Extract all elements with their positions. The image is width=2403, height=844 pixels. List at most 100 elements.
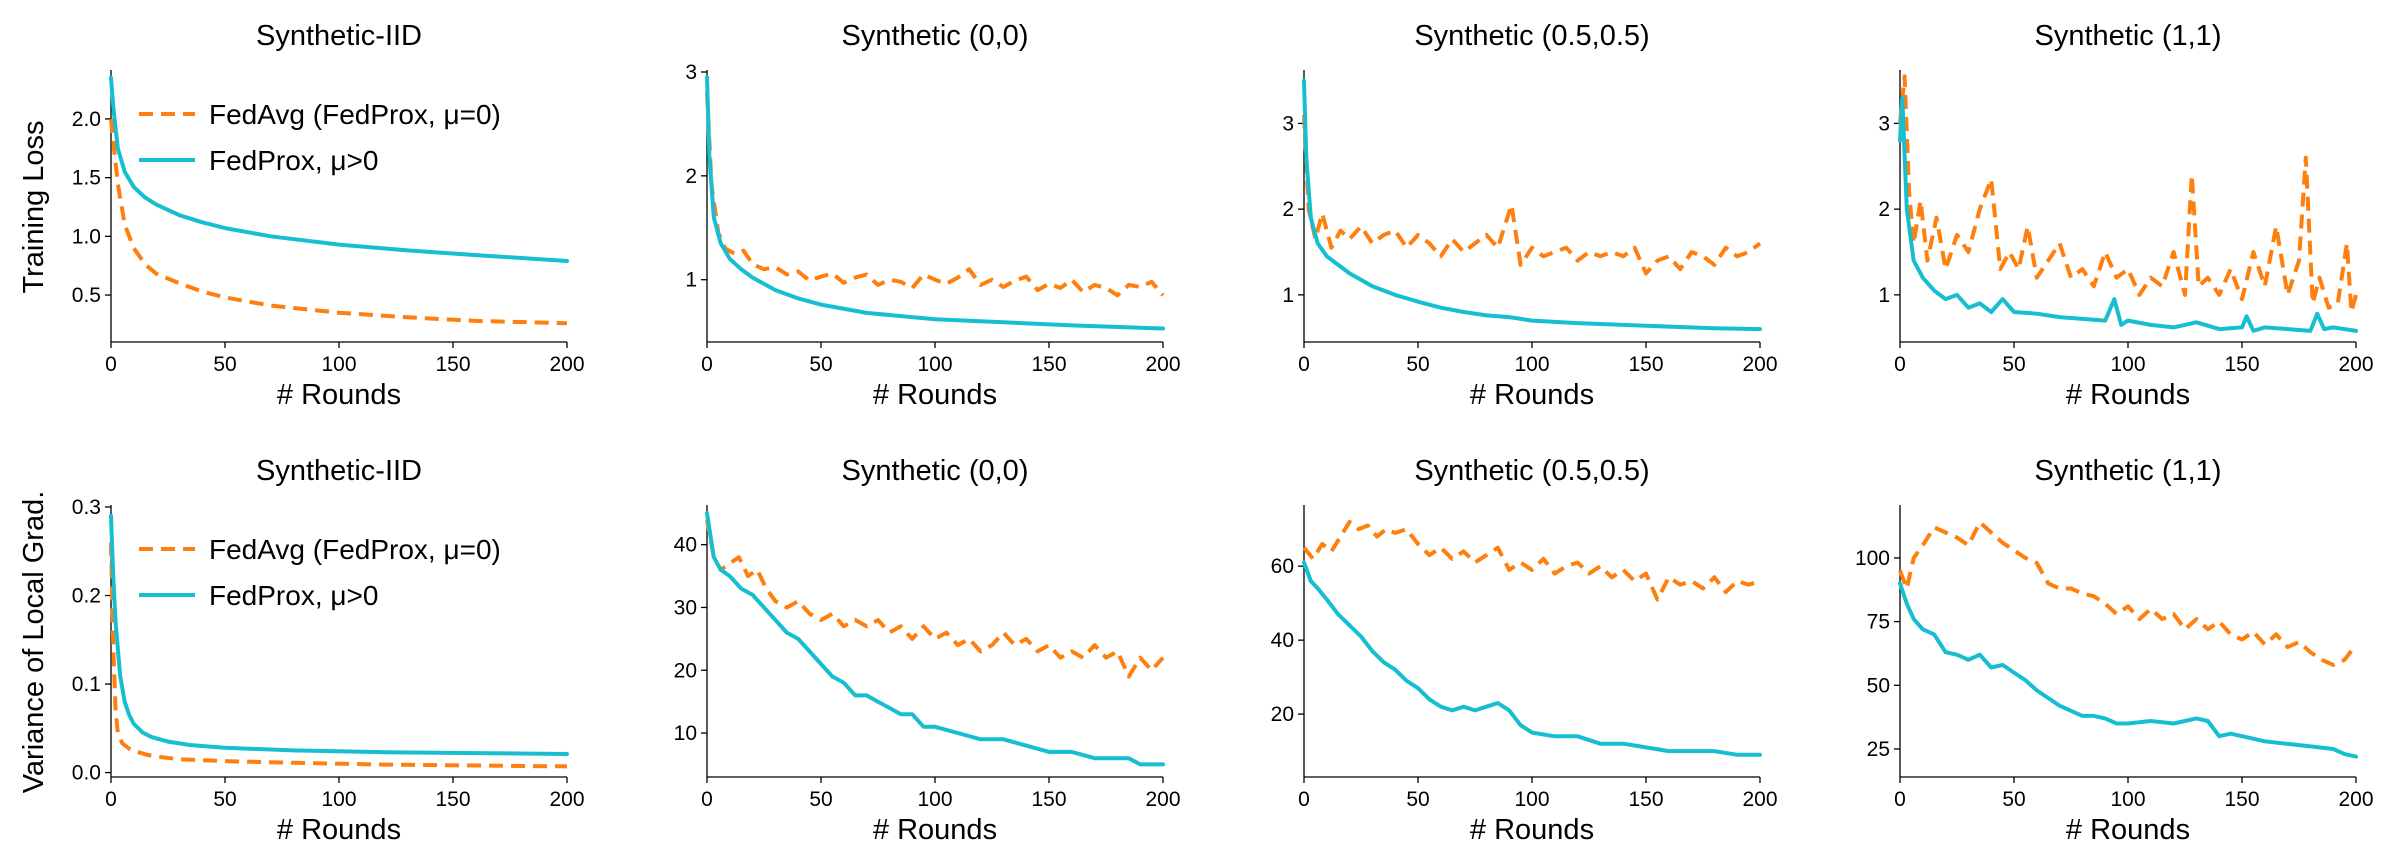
x-tick-label: 0 xyxy=(701,788,713,811)
x-axis-label: # Rounds xyxy=(1470,814,1594,844)
y-tick-label: 3 xyxy=(685,61,697,84)
chart-panel-0-3: Synthetic (1,1) 0 50 100 150 200 1 2 3 # Rounds xyxy=(1878,20,2373,411)
x-axis-label: # Rounds xyxy=(1470,379,1594,411)
x-tick-label: 100 xyxy=(2110,788,2145,811)
chart-title: Synthetic (1,1) xyxy=(2035,20,2222,52)
x-tick-label: 200 xyxy=(1145,788,1180,811)
y-tick-label: 2.0 xyxy=(72,108,101,131)
fedprox-line xyxy=(1898,581,2358,759)
x-axis-label: # Rounds xyxy=(277,379,401,411)
x-tick-label: 200 xyxy=(549,788,584,811)
chart-title: Synthetic (0,0) xyxy=(842,455,1029,487)
y-tick-label: 1 xyxy=(1878,284,1890,307)
x-tick-label: 100 xyxy=(2110,353,2145,376)
fedprox-line xyxy=(1898,95,2358,333)
fedavg-line xyxy=(705,92,1165,298)
x-axis-label: # Rounds xyxy=(277,814,401,844)
x-tick-label: 200 xyxy=(1742,788,1777,811)
legend-entry: FedProx, μ>0 xyxy=(209,145,378,176)
y-axis-label: Training Loss xyxy=(18,120,50,293)
y-tick-label: 25 xyxy=(1867,738,1890,761)
y-tick-label: 3 xyxy=(1282,112,1294,135)
y-axis-label: Variance of Local Grad. xyxy=(18,491,50,794)
x-tick-label: 50 xyxy=(1406,788,1429,811)
x-tick-label: 150 xyxy=(435,788,470,811)
x-tick-label: 50 xyxy=(2002,788,2025,811)
chart-title: Synthetic (0.5,0.5) xyxy=(1414,20,1649,52)
fedprox-line xyxy=(1302,78,1762,332)
chart-panel-1-3: Synthetic (1,1) 0 50 100 150 200 25 50 75 100 # Ro… xyxy=(1855,455,2374,844)
x-tick-label: 200 xyxy=(549,353,584,376)
x-tick-label: 0 xyxy=(105,788,117,811)
legend-entry: FedAvg (FedProx, μ=0) xyxy=(209,99,501,130)
x-tick-label: 150 xyxy=(2224,788,2259,811)
y-tick-label: 2 xyxy=(1282,198,1294,221)
fedavg-line xyxy=(705,519,1165,679)
legend: FedAvg (FedProx, μ=0) FedProx, μ>0 xyxy=(139,99,501,176)
y-tick-label: 40 xyxy=(1271,629,1294,652)
fedprox-line xyxy=(1302,560,1762,757)
y-tick-label: 0.3 xyxy=(72,496,101,519)
legend-entry: FedAvg (FedProx, μ=0) xyxy=(209,534,501,565)
y-tick-label: 30 xyxy=(674,596,697,619)
y-tick-label: 0.2 xyxy=(72,585,101,608)
y-tick-label: 75 xyxy=(1867,611,1890,634)
chart-panel-1-0: Synthetic-IID 0 50 100 150 200 0.0 0.1 0.2 0.3 # R… xyxy=(18,455,585,844)
legend-entry: FedProx, μ>0 xyxy=(209,580,378,611)
fedprox-line xyxy=(705,75,1165,331)
y-tick-label: 50 xyxy=(1867,674,1890,697)
x-tick-label: 50 xyxy=(1406,353,1429,376)
x-axis-label: # Rounds xyxy=(873,379,997,411)
x-tick-label: 200 xyxy=(2338,788,2373,811)
y-tick-label: 1.5 xyxy=(72,167,101,190)
y-tick-label: 1 xyxy=(1282,284,1294,307)
y-tick-label: 60 xyxy=(1271,555,1294,578)
x-tick-label: 200 xyxy=(2338,353,2373,376)
y-tick-label: 40 xyxy=(674,534,697,557)
x-tick-label: 50 xyxy=(213,353,236,376)
x-axis-label: # Rounds xyxy=(2066,379,2190,411)
x-axis-label: # Rounds xyxy=(2066,814,2190,844)
chart-title: Synthetic (1,1) xyxy=(2035,455,2222,487)
x-tick-label: 100 xyxy=(917,788,952,811)
x-tick-label: 150 xyxy=(1628,788,1663,811)
x-tick-label: 100 xyxy=(1514,788,1549,811)
chart-panel-1-1: Synthetic (0,0) 0 50 100 150 200 10 20 30 40 # Rou… xyxy=(674,455,1181,844)
y-tick-label: 10 xyxy=(674,722,697,745)
fedavg-line xyxy=(1898,74,2358,314)
chart-panel-0-2: Synthetic (0.5,0.5) 0 50 100 150 200 1 2 3 # Roun… xyxy=(1282,20,1777,411)
chart-title: Synthetic (0.5,0.5) xyxy=(1414,455,1649,487)
x-tick-label: 0 xyxy=(701,353,713,376)
x-tick-label: 150 xyxy=(1031,353,1066,376)
chart-panel-0-1: Synthetic (0,0) 0 50 100 150 200 1 2 3 # Rounds xyxy=(685,20,1180,411)
y-tick-label: 1.0 xyxy=(72,225,101,248)
chart-panel-0-0: Synthetic-IID 0 50 100 150 200 0.5 1.0 1.5 2.0 # R… xyxy=(18,20,585,411)
chart-title: Synthetic-IID xyxy=(256,20,422,52)
y-tick-label: 2 xyxy=(685,165,697,188)
x-tick-label: 100 xyxy=(321,353,356,376)
x-tick-label: 50 xyxy=(809,788,832,811)
x-tick-label: 150 xyxy=(1628,353,1663,376)
fedprox-line xyxy=(705,511,1165,767)
chart-panel-1-2: Synthetic (0.5,0.5) 0 50 100 150 200 20 40 60 # R… xyxy=(1271,455,1778,844)
x-tick-label: 0 xyxy=(1894,353,1906,376)
fedavg-line xyxy=(1302,519,1761,602)
fedprox-line xyxy=(109,513,569,756)
y-tick-label: 100 xyxy=(1855,547,1890,570)
x-tick-label: 0 xyxy=(1894,788,1906,811)
x-tick-label: 50 xyxy=(809,353,832,376)
chart-title: Synthetic (0,0) xyxy=(842,20,1029,52)
y-tick-label: 3 xyxy=(1878,112,1890,135)
x-tick-label: 150 xyxy=(1031,788,1066,811)
x-tick-label: 50 xyxy=(2002,353,2025,376)
chart-title: Synthetic-IID xyxy=(256,455,422,487)
x-tick-label: 200 xyxy=(1742,353,1777,376)
y-tick-label: 0.0 xyxy=(72,762,101,785)
y-tick-label: 0.5 xyxy=(72,284,101,307)
x-tick-label: 100 xyxy=(321,788,356,811)
y-tick-label: 20 xyxy=(674,659,697,682)
y-tick-label: 2 xyxy=(1878,198,1890,221)
x-tick-label: 150 xyxy=(2224,353,2259,376)
x-tick-label: 0 xyxy=(105,353,117,376)
